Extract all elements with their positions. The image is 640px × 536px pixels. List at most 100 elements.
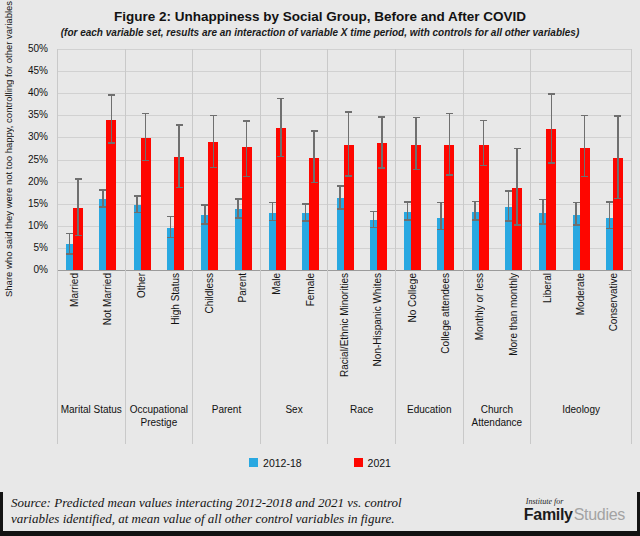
ifs-logo-institute-for: Institute for [526,498,625,506]
error-bar-cap [108,94,115,96]
error-bar-cap [480,165,487,167]
error-bar-cap [370,211,377,213]
error-bar-whisker [272,203,274,221]
category-column: Liberal [531,49,564,400]
category-bars [58,49,91,270]
category-label: Male [271,273,282,295]
error-bar-cap [66,233,73,235]
category-label-box: Conservative [598,270,631,400]
category-column: Not Married [91,49,124,400]
error-bar-cap [539,223,546,225]
source-note: Source: Predicted mean values interactin… [11,495,402,528]
error-bar-whisker [111,96,113,144]
y-tick-label: 45% [0,65,48,76]
group-label: Ideology [531,400,631,444]
category-column: Non-Hispanic Whites [362,49,395,400]
error-bar-whisker [136,197,138,214]
category-bars [429,49,462,270]
category-label-box: Parent [226,270,259,400]
error-bar-cap [573,224,580,226]
error-bar-cap [548,93,555,95]
legend: 2012-18 2021 [0,455,640,470]
category-label-box: College attendees [429,270,462,400]
category-column: College attendees [429,49,462,400]
error-bar-cap [201,223,208,225]
error-bar-cap [75,178,82,180]
ifs-logo-wordmark: FamilyStudies [524,507,625,523]
category-label: Liberal [542,273,553,303]
group: No CollegeCollege attendeesEducation [396,49,464,444]
error-bar-cap [176,187,183,189]
group-categories: Racial/Ethnic Minorities Non-Hispanic Whi… [328,49,395,400]
category-label-box: Not Married [91,270,124,400]
error-bar-cap [505,220,512,222]
error-bar-cap [277,156,284,158]
group-label: Race [328,400,395,444]
y-tick-label: 0% [0,264,48,275]
error-bar-cap [311,182,318,184]
category-label: Racial/Ethnic Minorities [339,273,350,377]
group: OtherHigh StatusOccupational Prestige [126,49,194,444]
category-label-box: Married [58,270,91,400]
error-bar-cap [378,116,385,118]
error-bar-cap [235,217,242,219]
y-tick-label: 20% [0,176,48,187]
group: LiberalModerateConservativeIdeology [531,49,632,444]
legend-swatch-2021 [354,458,363,467]
y-tick-label: 10% [0,220,48,231]
error-bar-cap [99,189,106,191]
error-bar-whisker [213,116,215,168]
ifs-logo: Institute for FamilyStudies [524,498,627,523]
category-label-box: Racial/Ethnic Minorities [328,270,361,400]
error-bar-whisker [305,205,307,222]
error-bar-cap [176,124,183,126]
error-bar-cap [370,227,377,229]
category-bars [193,49,226,270]
error-bar-cap [201,204,208,206]
group-label: Parent [193,400,260,444]
legend-swatch-2012-18 [249,458,258,467]
category-column: Married [58,49,91,400]
category-column: Male [261,49,294,400]
group: MarriedNot MarriedMarital Status [58,49,126,444]
error-bar-cap [302,203,309,205]
category-bars [497,49,530,270]
error-bar-cap [437,202,444,204]
group: ChildlessParentParent [193,49,261,444]
group-categories: No CollegeCollege attendees [396,49,463,400]
error-bar-cap [75,235,82,237]
category-bars [396,49,429,270]
category-label-box: Non-Hispanic Whites [362,270,395,400]
error-bar-cap [235,198,242,200]
error-bar-cap [413,117,420,119]
error-bar-cap [472,201,479,203]
error-bar-cap [243,120,250,122]
error-bar-cap [446,174,453,176]
error-bar-whisker [609,203,611,230]
error-bar-whisker [415,118,417,170]
category-column: Childless [193,49,226,400]
error-bar-whisker [348,113,350,177]
chart-title: Figure 2: Unhappiness by Social Group, B… [0,9,640,24]
category-label-box: Male [261,270,294,400]
error-bar-whisker [246,122,248,177]
group: MaleFemaleSex [261,49,329,444]
category-label-box: Childless [193,270,226,400]
ifs-logo-family: Family [524,506,573,523]
error-bar-cap [472,219,479,221]
error-bar-cap [404,201,411,203]
category-bars [294,49,327,270]
error-bar-cap [108,142,115,144]
error-bar-cap [514,224,521,226]
group: Racial/Ethnic Minorities Non-Hispanic Whi… [328,49,396,444]
error-bar-whisker [69,234,71,254]
error-bar-cap [614,115,621,117]
plot-groups: MarriedNot MarriedMarital StatusOtherHig… [58,49,632,444]
error-bar-cap [614,198,621,200]
error-bar-cap [337,208,344,210]
category-bars [464,49,497,270]
error-bar-whisker [77,180,79,237]
category-label-box: Other [126,270,159,400]
error-bar-cap [573,202,580,204]
category-column: More than monthly [497,49,530,400]
